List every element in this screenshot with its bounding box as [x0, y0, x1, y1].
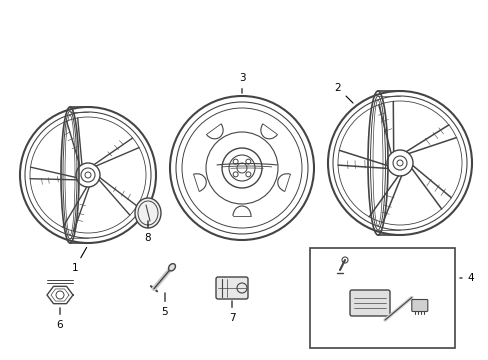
Text: 1: 1 — [72, 247, 86, 273]
Text: 6: 6 — [57, 308, 63, 330]
FancyBboxPatch shape — [349, 290, 389, 316]
FancyBboxPatch shape — [216, 277, 247, 299]
Text: 2: 2 — [334, 83, 352, 103]
Text: 7: 7 — [228, 301, 235, 323]
Text: 4: 4 — [459, 273, 473, 283]
Ellipse shape — [168, 264, 175, 271]
Text: 3: 3 — [238, 73, 245, 93]
Bar — [309, 248, 454, 348]
FancyBboxPatch shape — [411, 300, 427, 311]
Text: 8: 8 — [144, 221, 151, 243]
Text: 5: 5 — [162, 293, 168, 317]
Ellipse shape — [135, 198, 161, 228]
